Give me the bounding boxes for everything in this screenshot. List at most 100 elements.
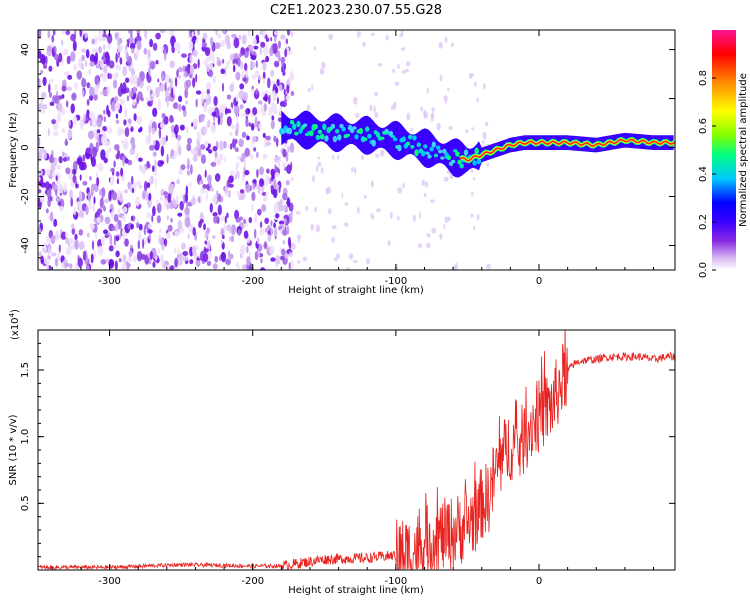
noise-blob xyxy=(224,66,227,77)
noise-blob xyxy=(192,118,198,127)
noise-blob xyxy=(245,69,248,79)
sparse-blob xyxy=(305,205,309,212)
noise-blob xyxy=(225,108,232,114)
noise-blob xyxy=(82,154,86,162)
noise-blob xyxy=(273,60,280,68)
noise-blob xyxy=(197,30,200,36)
noise-blob xyxy=(284,48,288,58)
noise-blob xyxy=(81,78,87,88)
track-blob xyxy=(457,159,462,165)
sparse-blob xyxy=(444,36,448,44)
noise-blob xyxy=(54,95,60,105)
noise-blob xyxy=(186,143,192,152)
noise-blob xyxy=(158,237,164,245)
noise-blob xyxy=(185,185,188,196)
noise-blob xyxy=(261,204,267,212)
track-blob xyxy=(298,128,303,134)
noise-blob xyxy=(233,105,240,115)
track-core-red xyxy=(459,138,675,162)
noise-blob xyxy=(275,172,280,178)
noise-blob xyxy=(258,76,262,81)
noise-blob xyxy=(115,64,122,71)
noise-blob xyxy=(192,49,198,57)
noise-blob xyxy=(274,164,277,173)
noise-blob xyxy=(189,259,194,265)
noise-blob xyxy=(122,254,127,263)
noise-blob xyxy=(173,127,177,135)
noise-blob xyxy=(207,250,212,261)
noise-blob xyxy=(176,134,182,141)
noise-blob xyxy=(91,240,95,250)
noise-blob xyxy=(264,217,270,224)
noise-blob xyxy=(237,228,241,236)
noise-blob xyxy=(211,111,217,117)
noise-blob xyxy=(102,125,107,132)
sparse-blob xyxy=(438,41,443,49)
noise-blob xyxy=(74,82,79,90)
colorbar-label: Normalized spectral amplitude xyxy=(738,73,749,227)
noise-blob xyxy=(135,49,140,58)
noise-blob xyxy=(281,248,286,256)
noise-blob xyxy=(162,44,169,55)
noise-blob xyxy=(164,50,167,61)
noise-blob xyxy=(98,46,102,54)
noise-blob xyxy=(122,65,128,77)
noise-blob xyxy=(85,49,90,59)
sparse-blob xyxy=(424,181,429,188)
noise-blob xyxy=(185,100,189,105)
noise-blob xyxy=(56,112,62,123)
sparse-blob xyxy=(400,30,404,37)
noise-blob xyxy=(265,37,270,43)
sparse-blob xyxy=(380,149,385,157)
noise-blob xyxy=(226,116,232,127)
sparse-blob xyxy=(448,126,453,130)
cb-tick-label: 0.8 xyxy=(698,70,709,86)
noise-blob xyxy=(249,185,252,192)
sparse-blob xyxy=(351,166,354,173)
noise-blob xyxy=(71,92,77,101)
noise-blob xyxy=(236,113,239,123)
noise-blob xyxy=(121,215,127,222)
snr-panel: -300 -200 -100 0 0.5 1.0 1.5 Height of straig… xyxy=(8,309,676,596)
sparse-blob xyxy=(387,240,392,246)
noise-blob xyxy=(74,233,78,241)
noise-blob xyxy=(76,70,83,80)
noise-blob xyxy=(290,70,294,79)
noise-blob xyxy=(72,116,78,125)
noise-blob xyxy=(282,239,286,245)
sparse-blob xyxy=(355,113,360,118)
noise-blob xyxy=(208,69,214,78)
noise-blob xyxy=(231,33,237,38)
track-blob xyxy=(453,149,458,153)
noise-blob xyxy=(180,164,186,171)
noise-blob xyxy=(143,180,148,192)
sparse-blob xyxy=(321,61,326,69)
noise-blob xyxy=(275,156,281,161)
noise-blob xyxy=(200,91,204,102)
svg-text:(x104): (x104) xyxy=(8,309,21,340)
noise-blob xyxy=(78,210,83,218)
noise-blob xyxy=(48,65,53,72)
noise-blob xyxy=(70,166,73,176)
track-blob xyxy=(416,142,421,147)
noise-blob xyxy=(203,248,210,253)
noise-blob xyxy=(98,30,103,37)
noise-blob xyxy=(283,88,286,96)
noise-blob xyxy=(259,166,264,176)
noise-blob xyxy=(48,246,51,257)
noise-blob xyxy=(233,37,240,49)
noise-blob xyxy=(262,30,266,38)
track-blob xyxy=(317,129,323,134)
noise-blob xyxy=(232,138,236,149)
noise-blob xyxy=(48,83,51,94)
track-blob xyxy=(313,123,318,130)
sparse-blob xyxy=(307,88,311,93)
noise-blob xyxy=(223,104,227,109)
noise-blob xyxy=(58,244,61,253)
noise-blob xyxy=(155,32,161,40)
sparse-blob xyxy=(353,96,358,105)
noise-blob xyxy=(263,241,268,250)
noise-blob xyxy=(271,115,275,121)
noise-blob xyxy=(286,197,291,208)
noise-blob xyxy=(206,227,210,234)
